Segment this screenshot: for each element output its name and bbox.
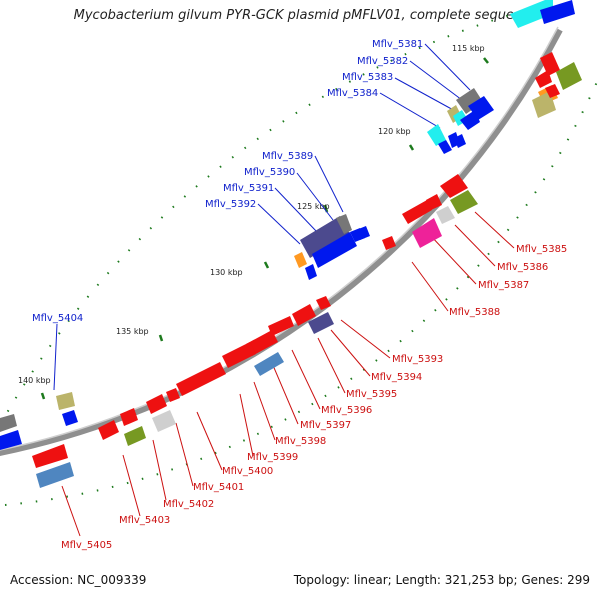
gene-block bbox=[124, 426, 146, 446]
gene-label-mflv-5390[interactable]: Mflv_5390 bbox=[244, 167, 295, 178]
gene-arrow bbox=[62, 410, 78, 426]
gene-block bbox=[300, 216, 350, 258]
gene-label-mflv-5403[interactable]: Mflv_5403 bbox=[119, 515, 170, 526]
gene-block bbox=[56, 392, 75, 410]
gene-label-mflv-5401[interactable]: Mflv_5401 bbox=[193, 482, 244, 493]
gene-arrow bbox=[222, 342, 256, 368]
gene-block bbox=[254, 352, 284, 376]
gene-arrow bbox=[0, 430, 22, 450]
gene-block bbox=[152, 410, 176, 432]
gene-arrow bbox=[32, 444, 68, 468]
gene-label-mflv-5381[interactable]: Mflv_5381 bbox=[372, 39, 423, 50]
gene-arrow bbox=[402, 200, 432, 224]
gene-arrow bbox=[146, 394, 167, 414]
gene-arrow bbox=[246, 330, 278, 356]
gene-features bbox=[0, 0, 582, 488]
gene-label-mflv-5405[interactable]: Mflv_5405 bbox=[61, 540, 112, 551]
gene-block bbox=[308, 312, 334, 334]
gene-label-mflv-5386[interactable]: Mflv_5386 bbox=[497, 262, 548, 273]
gene-arrow bbox=[305, 264, 317, 280]
gene-block bbox=[450, 190, 478, 214]
gene-arrow bbox=[454, 134, 466, 148]
gene-block bbox=[556, 62, 582, 90]
gene-arrow bbox=[98, 420, 119, 440]
gene-label-mflv-5397[interactable]: Mflv_5397 bbox=[300, 420, 351, 431]
tick-label-135: 135 kbp bbox=[116, 327, 149, 336]
gene-label-mflv-5396[interactable]: Mflv_5396 bbox=[321, 405, 372, 416]
gene-label-mflv-5394[interactable]: Mflv_5394 bbox=[371, 372, 422, 383]
gene-block bbox=[336, 214, 352, 234]
gene-block bbox=[427, 124, 446, 146]
leader-lines-red bbox=[61, 211, 515, 537]
gene-block bbox=[0, 414, 17, 432]
gene-label-mflv-5395[interactable]: Mflv_5395 bbox=[346, 389, 397, 400]
gene-label-mflv-5389[interactable]: Mflv_5389 bbox=[262, 151, 313, 162]
accession-text: Accession: NC_009339 bbox=[10, 573, 147, 587]
gene-block bbox=[36, 462, 74, 488]
gene-label-mflv-5382[interactable]: Mflv_5382 bbox=[357, 56, 408, 67]
gene-label-mflv-5384[interactable]: Mflv_5384 bbox=[327, 88, 378, 99]
gene-label-mflv-5402[interactable]: Mflv_5402 bbox=[163, 499, 214, 510]
gene-block bbox=[456, 88, 483, 114]
gene-arrow bbox=[268, 316, 294, 336]
gene-arrow bbox=[382, 236, 396, 250]
gene-arrow bbox=[312, 232, 357, 268]
gene-label-mflv-5400[interactable]: Mflv_5400 bbox=[222, 466, 273, 477]
gene-arrow bbox=[510, 0, 553, 28]
gene-arrow bbox=[545, 84, 560, 98]
gene-arrow bbox=[540, 52, 560, 76]
gene-block bbox=[294, 252, 307, 268]
gene-block bbox=[436, 206, 455, 224]
tick-label-140: 140 kbp bbox=[18, 376, 51, 385]
tick-label-120: 120 kbp bbox=[378, 127, 411, 136]
gene-arrow bbox=[440, 174, 468, 198]
tick-marks bbox=[40, 57, 489, 400]
gene-label-mflv-5383[interactable]: Mflv_5383 bbox=[342, 72, 393, 83]
inner-dot-ring bbox=[0, 4, 546, 426]
gene-label-mflv-5391[interactable]: Mflv_5391 bbox=[223, 183, 274, 194]
gene-label-mflv-5388[interactable]: Mflv_5388 bbox=[449, 307, 500, 318]
tick-label-130: 130 kbp bbox=[210, 268, 243, 277]
gene-arrow bbox=[438, 140, 452, 154]
tick-label-115: 115 kbp bbox=[452, 44, 485, 53]
tick-label-125: 125 kbp bbox=[297, 202, 330, 211]
gene-arrow bbox=[176, 362, 226, 396]
gene-arrow bbox=[468, 96, 494, 120]
map-title: Mycobacterium gilvum PYR-GCK plasmid pMF… bbox=[73, 8, 527, 23]
gene-arrow bbox=[120, 408, 138, 426]
gene-arrow bbox=[356, 226, 370, 240]
leader-lines-blue bbox=[53, 43, 471, 391]
topology-summary: Topology: linear; Length: 321,253 bp; Ge… bbox=[293, 573, 590, 587]
gene-arrow bbox=[535, 70, 552, 88]
gene-label-mflv-5392[interactable]: Mflv_5392 bbox=[205, 199, 256, 210]
gene-label-mflv-5393[interactable]: Mflv_5393 bbox=[392, 354, 443, 365]
gene-arrow bbox=[316, 296, 331, 310]
gene-label-mflv-5385[interactable]: Mflv_5385 bbox=[516, 244, 567, 255]
gene-label-mflv-5387[interactable]: Mflv_5387 bbox=[478, 280, 529, 291]
gene-arrow bbox=[540, 0, 575, 24]
gene-block bbox=[412, 218, 442, 248]
gene-label-mflv-5398[interactable]: Mflv_5398 bbox=[275, 436, 326, 447]
gene-arrow bbox=[292, 304, 316, 326]
gene-label-mflv-5399[interactable]: Mflv_5399 bbox=[247, 452, 298, 463]
gene-arrow bbox=[166, 388, 180, 402]
gene-label-mflv-5404[interactable]: Mflv_5404 bbox=[32, 313, 83, 324]
